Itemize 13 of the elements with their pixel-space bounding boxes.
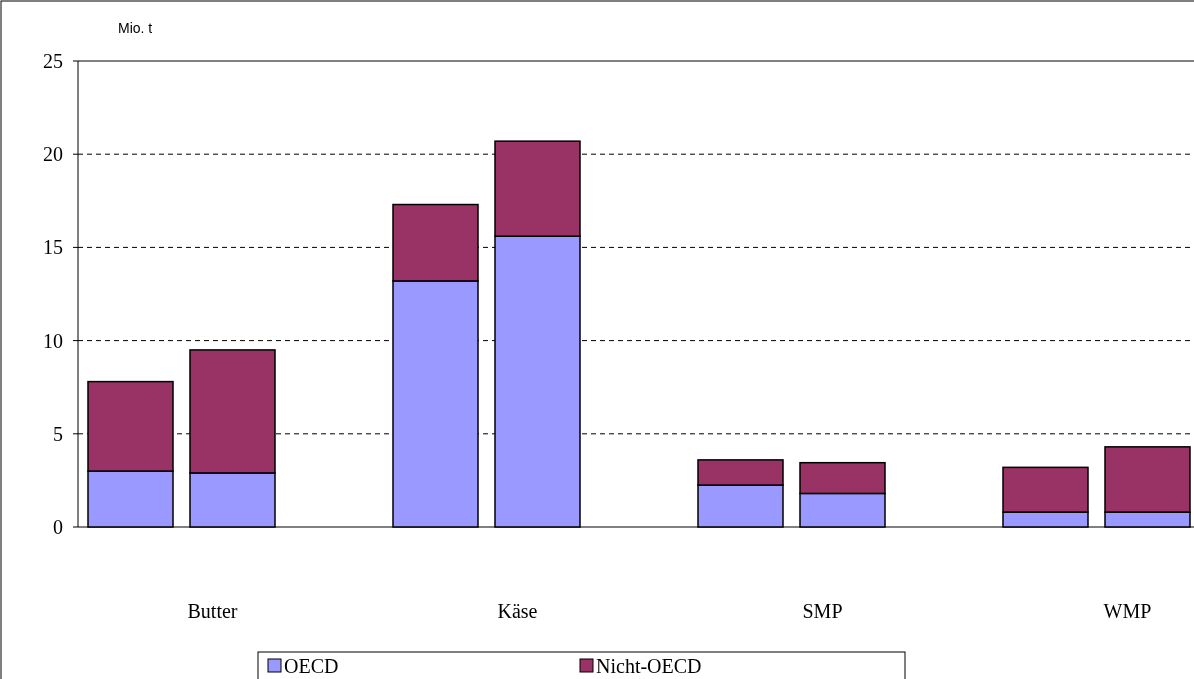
y-tick-label: 5 [53,422,63,445]
y-tick-label: 0 [53,516,63,538]
y-tick-label: 25 [43,50,63,72]
y-tick-label: 10 [43,329,63,352]
legend-label: Nicht-OECD [596,655,702,677]
x-tick-label: Käse [497,600,538,622]
y-tick-label: 15 [43,236,63,259]
legend-label: OECD [284,655,339,677]
y-tick-label: 20 [43,143,63,166]
x-tick-label: Butter [187,600,238,622]
y-axis-title: Mio. t [118,20,153,36]
x-tick-label: WMP [1103,600,1152,622]
x-tick-label: SMP [802,600,843,622]
